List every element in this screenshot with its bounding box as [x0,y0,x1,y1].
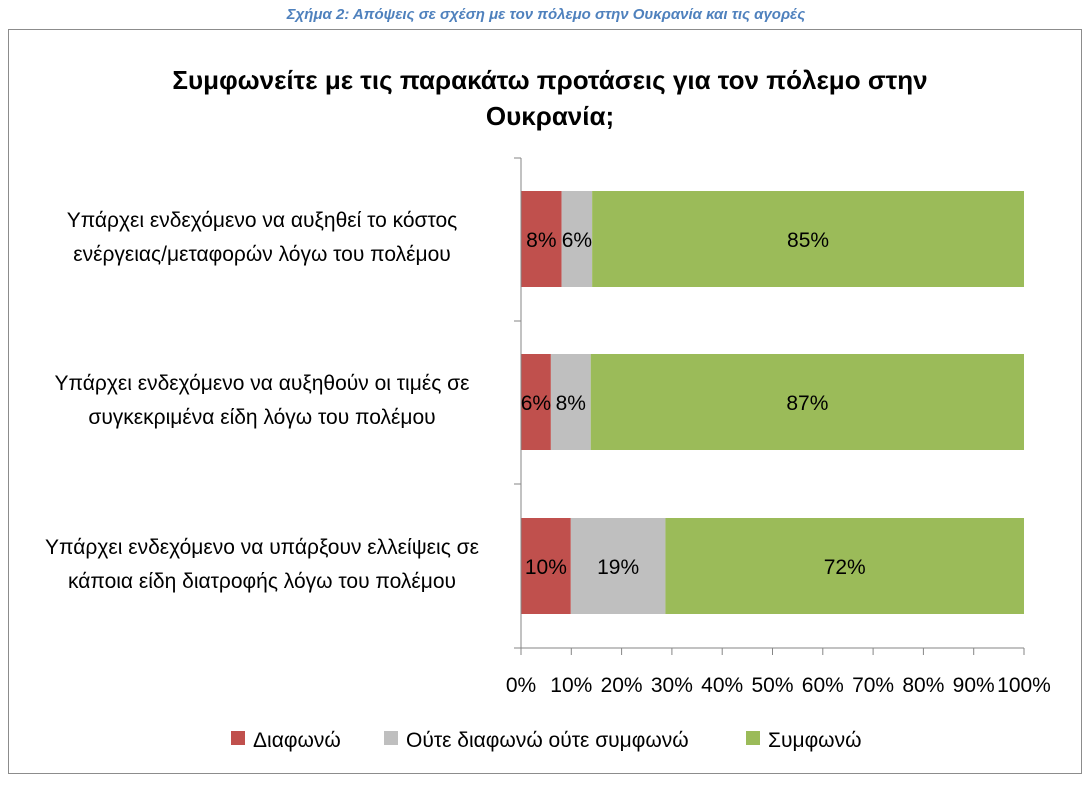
bar-segment [550,354,591,450]
legend-swatch [384,731,398,745]
legend-label: Συμφωνώ [768,729,861,752]
x-tick-label: 10% [550,674,592,697]
data-label: 6% [521,392,551,415]
chart-frame [8,29,1082,774]
x-tick-label: 100% [997,674,1051,697]
bar-segment [570,518,666,614]
x-tick-label: 0% [506,674,536,697]
x-tick-label: 50% [751,674,793,697]
data-label: 6% [562,229,592,252]
tick-labels-group: 0% 10% 20% 30% 40% 50% 60% 70% 80% 90% 100% [506,674,1051,697]
category-label: κάποια είδη διατροφής λόγω του πολέμου [68,570,456,593]
figure-caption: Σχήμα 2: Απόψεις σε σχέση με τον πόλεμο … [286,6,806,23]
category-label: συγκεκριμένα είδη λόγω του πολέμου [88,406,435,429]
bar-segment [521,191,562,287]
bar-segment [521,518,571,614]
bars-group [521,191,1024,614]
bar-segment [592,191,1024,287]
chart-title: Συμφωνείτε με τις παρακάτω προτάσεις για… [172,65,928,131]
bar-segment [665,518,1024,614]
category-label: Υπάρχει ενδεχόμενο να αυξηθούν οι τιμές … [55,372,470,395]
data-label: 87% [786,392,828,415]
legend-label: Ούτε διαφωνώ ούτε συμφωνώ [406,729,689,752]
x-tick-label: 60% [802,674,844,697]
x-tick-label: 90% [953,674,995,697]
category-label: ενέργειας/μεταφορών λόγω του πολέμου [73,243,451,266]
legend-swatch [231,731,245,745]
legend: Διαφωνώ Ούτε διαφωνώ ούτε συμφωνώ Συμφωνώ [231,729,861,752]
category-labels-group: Υπάρχει ενδεχόμενο να αυξηθεί το κόστος ε… [45,209,479,593]
bar-segment [561,191,593,287]
legend-swatch [746,731,760,745]
data-labels-group: 8% 6% 85%6% 8% 87%10% 19% 72% [521,229,866,579]
x-tick-label: 40% [701,674,743,697]
bar-segment [521,354,551,450]
legend-label: Διαφωνώ [253,729,341,752]
data-label: 8% [556,392,586,415]
data-label: 8% [526,229,556,252]
data-label: 19% [597,556,639,579]
category-label: Υπάρχει ενδεχόμενο να υπάρξουν ελλείψεις… [45,536,479,559]
x-tick-label: 20% [601,674,643,697]
axes-group [514,157,1025,655]
x-tick-label: 70% [852,674,894,697]
category-label: Υπάρχει ενδεχόμενο να αυξηθεί το κόστος [67,209,458,232]
data-label: 85% [787,229,829,252]
x-tick-label: 30% [651,674,693,697]
bar-segment [590,354,1024,450]
data-label: 72% [824,556,866,579]
x-tick-label: 80% [902,674,944,697]
data-label: 10% [525,556,567,579]
